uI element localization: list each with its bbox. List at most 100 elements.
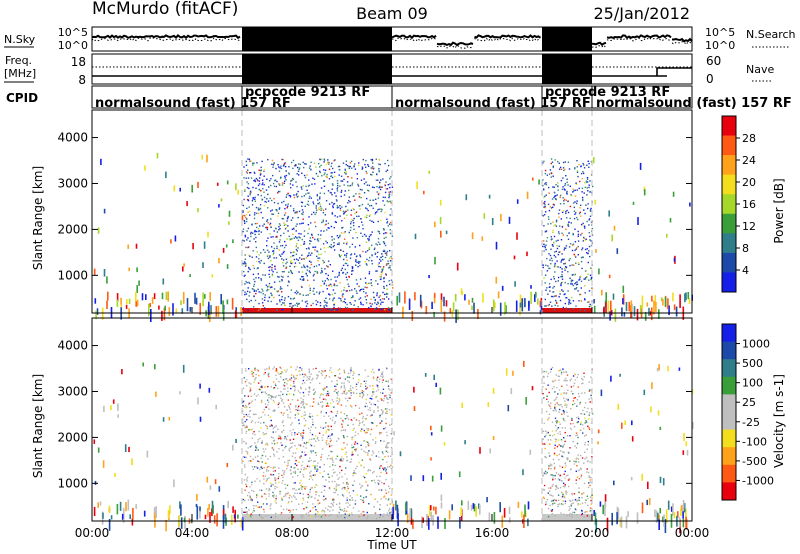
scatter-point [367,189,369,192]
scatter-point [576,457,578,459]
scatter-point [573,253,575,256]
scatter-point [303,468,305,471]
scatter-point [680,505,683,511]
scatter-point [543,277,545,279]
scatter-point [383,482,385,485]
scatter-point [371,480,373,482]
scatter-point [381,372,383,375]
scatter-point [258,302,260,305]
scatter-point [591,494,593,496]
scatter-point [262,517,264,519]
scatter-point [269,266,271,268]
scatter-point [211,508,213,516]
scatter-point [244,254,246,256]
scatter-point [155,506,157,518]
scatter-point [589,274,592,276]
scatter-point [558,296,560,298]
scatter-point [557,276,560,279]
scatter-point [591,496,593,499]
scatter-point [351,450,354,453]
scatter-point [274,488,276,490]
scatter-point [249,160,251,162]
scatter-point [632,201,635,205]
scatter-point [259,422,262,424]
scatter-point [256,222,258,225]
scatter-point [275,290,278,292]
scatter-point [594,199,597,205]
scatter-point [323,283,325,285]
scatter-point [231,297,234,310]
scatter-point [275,227,277,229]
scatter-point [351,444,353,446]
scatter-point [564,302,566,305]
scatter-point [385,232,388,234]
scatter-point [328,376,331,378]
noise-block [242,27,392,51]
scatter-point [352,237,354,239]
scatter-point [344,488,346,490]
scatter-point [254,179,256,181]
scatter-point [252,232,254,234]
scatter-point [336,190,339,192]
scatter-point [562,445,564,447]
scatter-point [269,286,272,289]
scatter-point [333,491,335,494]
scatter-point [321,374,324,376]
scatter-point [388,193,391,195]
scatter-point [286,438,288,441]
scatter-point [444,518,446,529]
scatter-point [112,399,115,404]
scatter-point [103,405,105,412]
scatter-point [341,456,343,458]
scatter-point [369,219,371,222]
scatter-point [246,453,249,455]
scatter-point [572,393,574,395]
scatter-point [574,255,576,257]
scatter-point [244,500,246,502]
scatter-point [365,263,368,265]
scatter-point [544,282,546,284]
scatter-point [348,167,350,170]
scatter-point [564,496,566,499]
scatter-point [300,402,302,404]
scatter-point [369,397,371,400]
scatter-point [457,309,459,321]
scatter-point [237,189,239,195]
scatter-point [588,412,591,414]
scatter-point [318,439,320,442]
scatter-point [316,194,318,196]
scatter-point [249,455,252,458]
scatter-point [268,368,270,370]
scatter-point [306,379,308,381]
scatter-point [574,397,576,399]
scatter-point [378,208,380,210]
scatter-point [545,456,547,459]
scatter-point [543,484,546,487]
scatter-point [305,419,307,422]
scatter-point [548,209,551,212]
scatter-point [277,275,279,278]
scatter-point [347,209,349,211]
scatter-point [375,202,377,205]
scatter-point [584,451,586,453]
scatter-point [345,243,348,245]
scatter-point [554,159,556,161]
scatter-point [293,393,295,396]
scatter-point [255,449,257,451]
scatter-point [298,422,300,425]
scatter-point [362,511,364,513]
scatter-point [253,214,256,216]
scatter-point [367,515,369,518]
scatter-point [557,427,560,429]
scatter-point [557,253,560,256]
scatter-point [332,289,335,291]
scatter-point [353,228,355,230]
scatter-point [395,500,397,511]
scatter-point [672,292,674,302]
scatter-point [338,242,340,244]
scatter-point [319,472,321,474]
scatter-point [515,300,518,312]
scatter-point [369,409,372,411]
scatter-point [264,294,266,296]
scatter-point [336,216,339,218]
